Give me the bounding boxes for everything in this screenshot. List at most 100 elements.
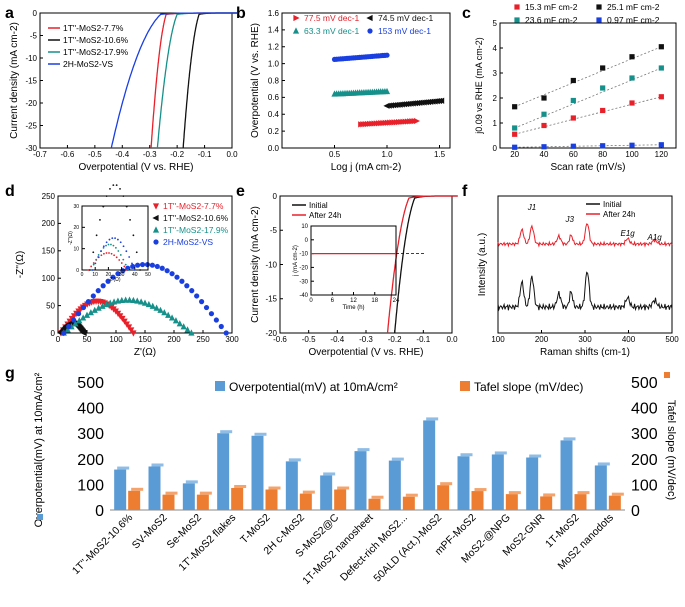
chart-g-bar-tafel (299, 493, 312, 510)
chart-b-legend-label: 63.3 mV dec-1 (304, 26, 360, 36)
chart-e-xtick-label: -0.4 (330, 335, 344, 344)
chart-c-marker (512, 104, 518, 110)
chart-d-legend-label: 2H-MoS2-VS (163, 237, 213, 247)
chart-e-xtick-label: -0.1 (416, 335, 430, 344)
chart-f-xtick-label: 500 (665, 335, 679, 344)
chart-a-xtick-label: -0.4 (115, 150, 129, 159)
chart-a-ytick-label: -20 (25, 99, 37, 108)
chart-e: -0.6 -0.5 -0.4 -0.3 -0.2 -0.1 0.0 -20 -15 -10 -5 0 O… (250, 192, 458, 358)
chart-d-inset-marker (113, 254, 116, 257)
chart-e-legend-label: After 24h (309, 211, 341, 220)
chart-b-xtick-label: 1.5 (434, 150, 446, 159)
chart-e-xtick-label: 0.0 (446, 335, 458, 344)
chart-c-fit-line (514, 46, 662, 108)
chart-g-ylabel-swatch (37, 514, 43, 520)
chart-c-marker (658, 94, 664, 100)
chart-g-bar-overpotential (560, 440, 573, 510)
chart-e-inset-ytick-label: -20 (299, 266, 308, 272)
chart-g-bar-tafel (368, 498, 381, 510)
chart-d-inset-frame (81, 205, 149, 271)
chart-f-frame (497, 195, 673, 334)
chart-f-annotation: J3 (565, 215, 575, 224)
chart-d-ylabel: -Z''(Ω) (15, 251, 26, 278)
chart-d-marker (80, 304, 87, 311)
chart-d-inset-ytick-label: 30 (73, 204, 79, 210)
chart-c-ytick-label: 3 (493, 69, 498, 78)
chart-d-inset-ytick-label: 0 (76, 268, 79, 274)
chart-e-inset-xtick-label: 12 (350, 298, 357, 304)
chart-g-legend-label: Tafel slope (mV/dec) (474, 380, 583, 394)
chart-d-xtick-label: 0 (56, 335, 61, 344)
chart-d-marker (100, 283, 106, 289)
chart-d-inset-marker (133, 269, 136, 271)
chart-d-inset-ylabel: -Z''(Ω) (68, 231, 74, 245)
chart-d-inset-marker (131, 262, 133, 265)
chart-g-bar-overpotential (354, 451, 367, 510)
chart-d-inset-marker (95, 234, 98, 237)
chart-c-legend-marker (596, 4, 602, 10)
chart-e-ytick-label: -10 (265, 260, 277, 269)
chart-g-bar-top (563, 437, 576, 441)
chart-d-legend-marker (152, 214, 159, 222)
chart-c-xtick-label: 20 (510, 150, 519, 159)
chart-c-frame (499, 22, 677, 149)
chart-c-legend-marker (514, 4, 520, 10)
panel-label-g: g (5, 365, 15, 382)
chart-d-inset-marker (105, 252, 108, 254)
chart-b-ylabel: Overpotential (V vs. RHE) (250, 23, 261, 138)
chart-g-bar-overpotential (388, 460, 401, 510)
chart-d-inset-xtick-label: 0 (81, 272, 84, 278)
chart-a-ytick-label: -15 (25, 76, 37, 85)
chart-g-bar-top (391, 457, 404, 461)
chart-d-marker (149, 262, 155, 268)
chart-g-bar-overpotential (285, 461, 298, 510)
chart-g-ytick-label-right: 200 (631, 452, 658, 469)
chart-d-legend-label: 1T''-MoS2-7.7% (163, 201, 224, 211)
chart-g-ytick-label: 0 (95, 503, 104, 520)
chart-b-xtick-label: 1.0 (381, 150, 393, 159)
chart-d-marker (135, 262, 141, 268)
chart-d-marker (153, 304, 160, 311)
chart-e-ylabel: Current density (mA cm-2) (250, 206, 261, 323)
chart-a-xtick-label: -0.2 (170, 150, 184, 159)
chart-c-legend-marker (514, 17, 520, 23)
chart-d-legend-label: 1T''-MoS2-10.6% (163, 213, 229, 223)
chart-d-inset-marker (119, 187, 121, 190)
chart-a-ytick-label: -30 (25, 144, 37, 153)
chart-c-marker (629, 54, 635, 60)
chart-d-inset-marker (125, 250, 128, 253)
chart-d-inset-marker (90, 269, 93, 271)
chart-d-ytick-label: 50 (46, 301, 55, 310)
chart-g-ytick-label-right: 300 (631, 426, 658, 443)
chart-g-category-label: 1T''-MoS2-10.6% (70, 512, 135, 577)
chart-f-ylabel: Intensity (a.u.) (477, 233, 488, 296)
chart-g-ylabel-right: Tafel slope (mV/dec) (665, 400, 677, 500)
chart-a: -0.7 -0.6 -0.5 -0.4 -0.3 -0.2 -0.1 0.0 -30 -25 -20… (9, 9, 238, 173)
chart-d-inset-marker (108, 238, 111, 241)
chart-d-inset-marker (124, 263, 127, 266)
chart-d-marker (75, 311, 82, 317)
chart-d-marker (71, 317, 77, 323)
chart-d-marker (99, 302, 106, 309)
chart-a-series-line (182, 12, 238, 149)
chart-d-inset-marker (109, 187, 111, 190)
chart-d-legend-marker (152, 203, 160, 210)
chart-e-ytick-label: -20 (265, 329, 277, 338)
chart-c-marker (541, 144, 547, 150)
chart-g-bar-top (508, 491, 521, 495)
chart-e-xtick-label: -0.2 (388, 335, 402, 344)
chart-d-marker (141, 299, 149, 306)
chart-c-marker (600, 107, 606, 114)
chart-g-ytick-label: 500 (77, 375, 104, 392)
chart-d-inset-marker (102, 205, 105, 208)
chart-d-marker (72, 320, 79, 327)
chart-f-legend-label: After 24h (603, 210, 635, 219)
chart-g-bar-top (288, 458, 301, 462)
chart-d-inset-marker (129, 218, 131, 221)
chart-d-inset-xtick-label: 30 (119, 272, 125, 278)
chart-d-inset-marker (112, 184, 115, 187)
chart-a-legend-label: 2H-MoS2-VS (63, 59, 113, 69)
chart-g-ytick-label-right: 500 (631, 375, 658, 392)
chart-c-marker (570, 115, 576, 121)
